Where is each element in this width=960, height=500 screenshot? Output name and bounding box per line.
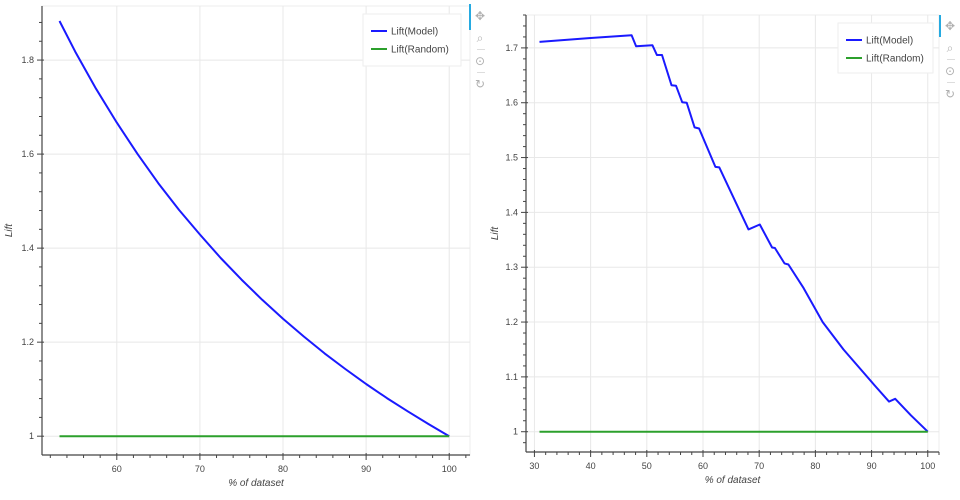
legend-label: Lift(Model)	[866, 36, 913, 47]
legend-label: Lift(Random)	[866, 54, 924, 65]
toolbar-active-indicator	[939, 15, 941, 37]
box-zoom-icon[interactable]: ⌕	[946, 41, 954, 55]
y-tick-label: 1.4	[505, 207, 518, 217]
legend-label: Lift(Random)	[391, 45, 449, 56]
left-lift-chart[interactable]: 60 70 80 90 100 1 1.2 1.4 1.6 1.8 % of dataset Lift…	[0, 0, 480, 500]
axes: 60 70 80 90 100 1 1.2 1.4 1.6 1.8	[21, 6, 470, 474]
y-tick-label: 1.7	[505, 43, 518, 53]
x-tick-label: 100	[920, 461, 935, 471]
y-tick-label: 1.8	[21, 55, 34, 65]
legend: Lift(Model) Lift(Random)	[362, 13, 462, 67]
x-tick-label: 40	[586, 461, 596, 471]
reset-icon[interactable]: ↻	[474, 77, 486, 91]
plot-area[interactable]	[41, 5, 471, 456]
lift-model-line	[58, 20, 450, 438]
y-axis-title: Lift	[4, 223, 15, 238]
wheel-zoom-icon[interactable]: ⊙	[474, 54, 486, 68]
x-tick-label: 90	[867, 461, 877, 471]
y-tick-label: 1.3	[505, 262, 518, 272]
x-tick-label: 60	[112, 464, 122, 474]
x-tick-label: 30	[529, 461, 539, 471]
toolbar-separator	[947, 82, 955, 83]
y-tick-label: 1.5	[505, 153, 518, 163]
box-zoom-icon[interactable]: ⌕	[476, 31, 484, 45]
legend: Lift(Model) Lift(Random)	[837, 22, 934, 74]
toolbar-separator	[947, 59, 955, 60]
x-tick-label: 60	[698, 461, 708, 471]
y-tick-label: 1	[513, 427, 518, 437]
x-tick-label: 100	[442, 464, 457, 474]
y-tick-label: 1.6	[505, 98, 518, 108]
x-tick-label: 90	[361, 464, 371, 474]
axes: 30 40 50 60 70 80 90 100 1 1.1 1.2 1.3 1.4 1.5 1.6 1.7	[505, 14, 940, 471]
y-tick-label: 1	[29, 431, 34, 441]
y-tick-label: 1.6	[21, 149, 34, 159]
toolbar-separator	[477, 72, 485, 73]
y-tick-label: 1.4	[21, 243, 34, 253]
x-axis-title: % of dataset	[705, 475, 762, 486]
y-tick-label: 1.1	[505, 372, 518, 382]
x-axis-title: % of dataset	[228, 478, 285, 489]
right-lift-chart[interactable]: 30 40 50 60 70 80 90 100 1 1.1 1.2 1.3 1.4 1.5 1.6 1.7%…	[480, 0, 960, 500]
y-tick-label: 1.2	[21, 337, 34, 347]
reset-icon[interactable]: ↻	[944, 87, 956, 101]
lift-model-line	[539, 34, 929, 433]
left-chart-toolbar: ✥ ⌕ ⊙ ↻	[472, 8, 490, 98]
y-axis-title: Lift	[490, 226, 501, 241]
wheel-zoom-icon[interactable]: ⊙	[944, 64, 956, 78]
x-tick-label: 70	[195, 464, 205, 474]
left-chart-panel: 60 70 80 90 100 1 1.2 1.4 1.6 1.8 % of dataset Lift…	[0, 0, 485, 500]
right-chart-toolbar: ✥ ⌕ ⊙ ↻	[942, 18, 960, 108]
x-tick-label: 80	[810, 461, 820, 471]
toolbar-active-indicator	[469, 4, 471, 30]
plot-area[interactable]	[525, 14, 940, 453]
x-tick-label: 50	[642, 461, 652, 471]
x-tick-label: 80	[278, 464, 288, 474]
pan-icon[interactable]: ✥	[474, 9, 486, 23]
right-chart-panel: 30 40 50 60 70 80 90 100 1 1.1 1.2 1.3 1.4 1.5 1.6 1.7%…	[480, 0, 960, 500]
legend-label: Lift(Model)	[391, 27, 438, 38]
pan-icon[interactable]: ✥	[944, 19, 956, 33]
y-tick-label: 1.2	[505, 317, 518, 327]
x-tick-label: 70	[754, 461, 764, 471]
toolbar-separator	[477, 49, 485, 50]
